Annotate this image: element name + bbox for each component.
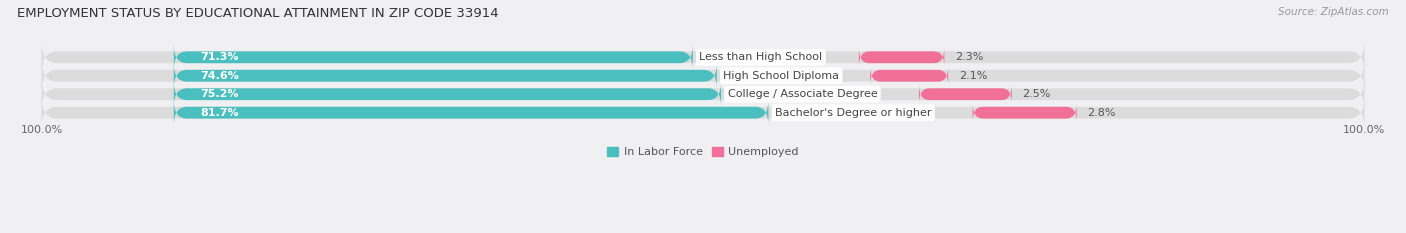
Text: 2.3%: 2.3%: [955, 52, 983, 62]
FancyBboxPatch shape: [42, 59, 1364, 92]
FancyBboxPatch shape: [42, 78, 1364, 110]
Text: Less than High School: Less than High School: [699, 52, 823, 62]
FancyBboxPatch shape: [973, 104, 1077, 122]
FancyBboxPatch shape: [174, 45, 693, 70]
Text: EMPLOYMENT STATUS BY EDUCATIONAL ATTAINMENT IN ZIP CODE 33914: EMPLOYMENT STATUS BY EDUCATIONAL ATTAINM…: [17, 7, 499, 20]
Text: Bachelor's Degree or higher: Bachelor's Degree or higher: [775, 108, 931, 118]
FancyBboxPatch shape: [870, 67, 948, 85]
Text: 2.1%: 2.1%: [959, 71, 987, 81]
Text: Source: ZipAtlas.com: Source: ZipAtlas.com: [1278, 7, 1389, 17]
Text: 2.8%: 2.8%: [1087, 108, 1115, 118]
Text: 81.7%: 81.7%: [201, 108, 239, 118]
FancyBboxPatch shape: [174, 63, 717, 88]
FancyBboxPatch shape: [920, 85, 1012, 103]
Text: 74.6%: 74.6%: [201, 71, 239, 81]
FancyBboxPatch shape: [174, 100, 769, 125]
Text: 71.3%: 71.3%: [201, 52, 239, 62]
FancyBboxPatch shape: [42, 41, 1364, 74]
FancyBboxPatch shape: [859, 48, 945, 66]
Text: College / Associate Degree: College / Associate Degree: [727, 89, 877, 99]
Text: High School Diploma: High School Diploma: [723, 71, 839, 81]
Text: 2.5%: 2.5%: [1022, 89, 1050, 99]
Legend: In Labor Force, Unemployed: In Labor Force, Unemployed: [603, 142, 803, 162]
Text: 100.0%: 100.0%: [1343, 125, 1385, 135]
FancyBboxPatch shape: [174, 82, 721, 107]
FancyBboxPatch shape: [42, 96, 1364, 129]
Text: 100.0%: 100.0%: [21, 125, 63, 135]
Text: 75.2%: 75.2%: [201, 89, 239, 99]
